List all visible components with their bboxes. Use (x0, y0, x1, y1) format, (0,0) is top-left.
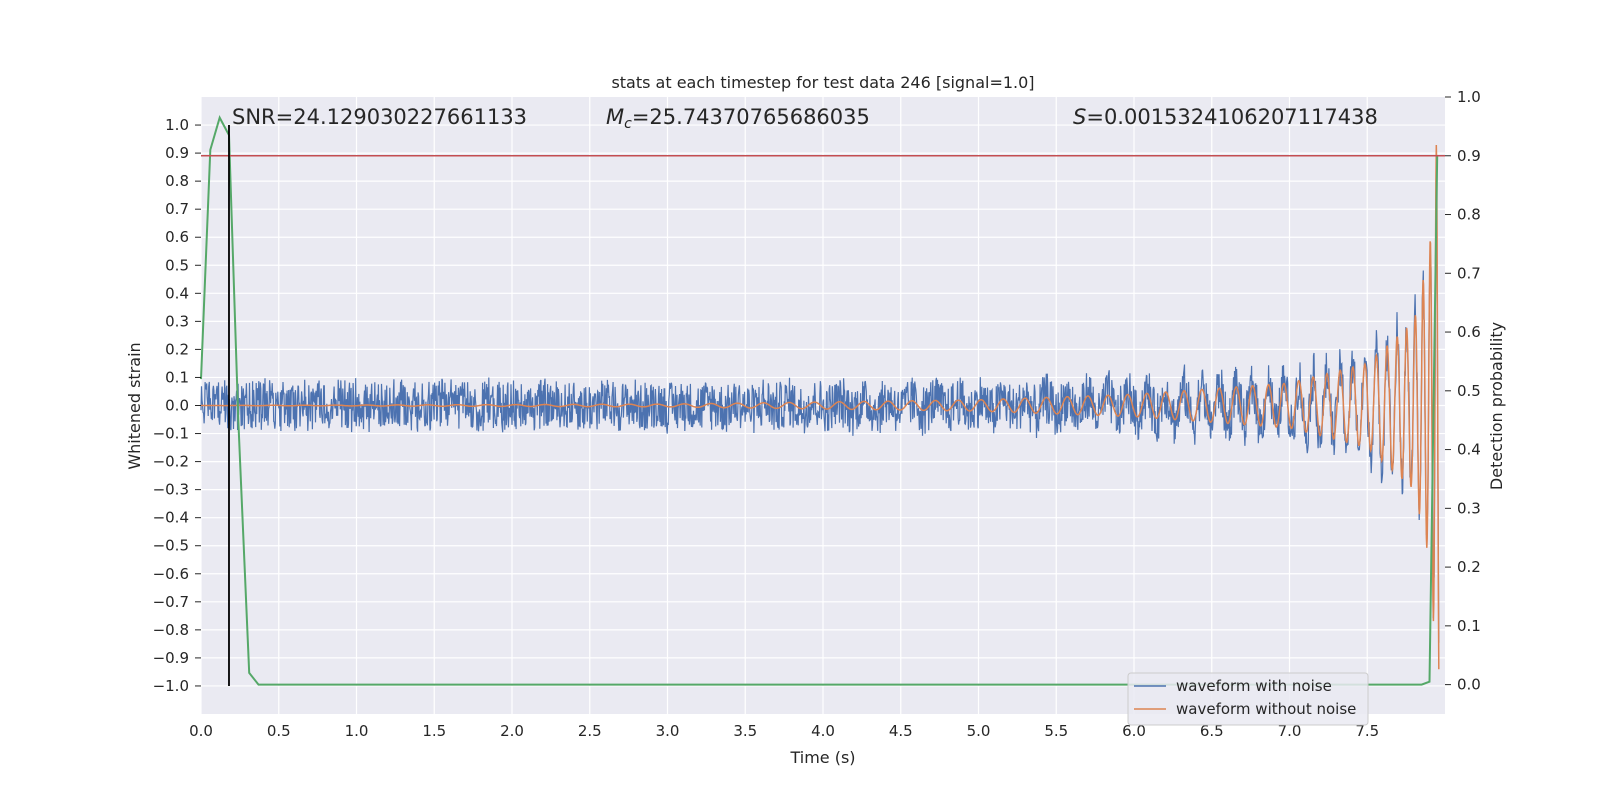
x-tick-label: 1.0 (345, 722, 369, 740)
y-tick-label: −0.6 (153, 565, 189, 583)
chirp-mass-subscript: c (624, 116, 632, 132)
y-right-tick-label: 0.5 (1457, 382, 1481, 400)
y-tick-label: −1.0 (153, 677, 189, 695)
x-tick-label: 1.5 (422, 722, 446, 740)
y-right-tick-label: 0.8 (1457, 206, 1481, 224)
y-tick-label: −0.9 (153, 649, 189, 667)
y-right-tick-label: 0.2 (1457, 558, 1481, 576)
x-tick-labels: 0.0 0.5 1.0 1.5 2.0 2.5 3.0 3.5 4.0 4.5 5.0 5.5 6.0 6… (189, 722, 1379, 740)
chirp-mass-value: =25.74370765686035 (632, 105, 870, 129)
y-tick-label: 0.2 (165, 340, 189, 358)
y-tick-label: −0.3 (153, 481, 189, 499)
y-right-tick-label: 0.6 (1457, 323, 1481, 341)
x-tick-label: 4.5 (889, 722, 913, 740)
y-right-tick-label: 0.4 (1457, 441, 1481, 459)
x-tick-label: 5.0 (967, 722, 991, 740)
legend-label-clean: waveform without noise (1176, 700, 1356, 718)
y-right-tick-labels: 1.0 0.9 0.8 0.7 0.6 0.5 0.4 0.3 0.2 0.1 0.0 (1445, 88, 1481, 694)
x-tick-label: 3.0 (656, 722, 680, 740)
x-tick-label: 7.0 (1278, 722, 1302, 740)
x-tick-label: 5.5 (1044, 722, 1068, 740)
x-tick-label: 6.0 (1122, 722, 1146, 740)
chirp-mass-annotation: Mc=25.74370765686035 (606, 105, 870, 132)
snr-annotation: SNR=24.129030227661133 (232, 105, 527, 129)
y-right-axis-label: Detection probability (1487, 322, 1506, 490)
y-right-tick-label: 0.9 (1457, 147, 1481, 165)
series-waveform-without-noise (201, 144, 1440, 670)
statistic-annotation: S=0.0015324106207117438 (1073, 105, 1378, 129)
legend-box (1127, 672, 1369, 726)
x-tick-label: 3.5 (733, 722, 757, 740)
y-tick-label: 0.7 (165, 200, 189, 218)
x-axis-label: Time (s) (789, 748, 855, 767)
legend: waveform with noise waveform without noi… (1127, 672, 1369, 726)
y-tick-label: 0.1 (165, 368, 189, 386)
y-tick-label: 0.8 (165, 172, 189, 190)
y-right-tick-label: 0.7 (1457, 264, 1481, 282)
x-tick-label: 4.0 (811, 722, 835, 740)
x-tick-label: 2.5 (578, 722, 602, 740)
legend-label-noise: waveform with noise (1176, 677, 1332, 695)
x-tick-label: 0.5 (267, 722, 291, 740)
x-tick-label: 6.5 (1200, 722, 1224, 740)
chart-title: stats at each timestep for test data 246… (611, 73, 1034, 92)
y-axis-label: Whitened strain (125, 342, 144, 469)
y-tick-label: 1.0 (165, 116, 189, 134)
y-right-tick-label: 0.3 (1457, 499, 1481, 517)
statistic-value: =0.0015324106207117438 (1086, 105, 1378, 129)
y-tick-label: −0.1 (153, 425, 189, 443)
y-tick-label: −0.8 (153, 621, 189, 639)
series-waveform-with-noise (200, 177, 1440, 643)
x-tick-label: 0.0 (189, 722, 213, 740)
x-tick-label: 7.5 (1355, 722, 1379, 740)
chirp-mass-symbol: M (606, 105, 624, 129)
y-right-tick-label: 0.1 (1457, 617, 1481, 635)
y-tick-labels: 1.0 0.9 0.8 0.7 0.6 0.5 0.4 0.3 0.2 0.1 0.0 −0.1 −0.… (153, 116, 201, 695)
y-tick-label: 0.6 (165, 228, 189, 246)
y-tick-label: −0.4 (153, 509, 189, 527)
y-tick-label: −0.7 (153, 593, 189, 611)
y-tick-label: 0.9 (165, 144, 189, 162)
y-tick-label: 0.3 (165, 312, 189, 330)
y-right-tick-label: 1.0 (1457, 88, 1481, 106)
y-tick-label: 0.0 (165, 397, 189, 415)
y-tick-label: −0.2 (153, 453, 189, 471)
statistic-symbol: S (1073, 105, 1086, 129)
y-tick-label: 0.4 (165, 284, 189, 302)
y-right-tick-label: 0.0 (1457, 676, 1481, 694)
y-tick-label: 0.5 (165, 256, 189, 274)
x-tick-label: 2.0 (500, 722, 524, 740)
y-tick-label: −0.5 (153, 537, 189, 555)
